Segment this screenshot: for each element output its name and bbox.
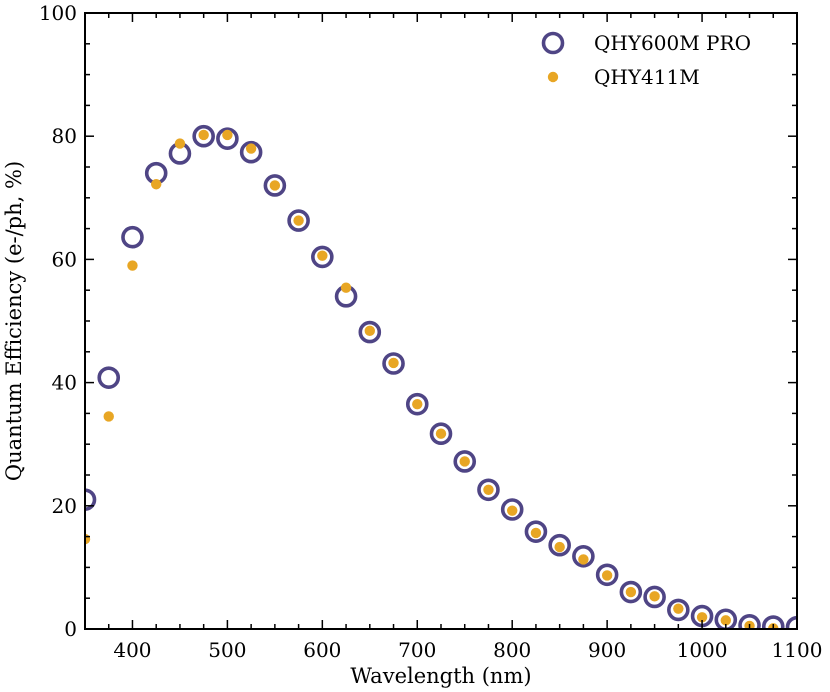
legend-marker-qhy411m [547, 71, 559, 83]
legend-label-qhy411m: QHY411M [594, 65, 700, 89]
qhy600m-pro-point [85, 488, 97, 511]
qhy411m-point [388, 357, 399, 369]
qhy600m-pro-point [500, 498, 524, 521]
qhy600m-pro-point [382, 352, 405, 375]
legend-entry-qhy600m-pro: QHY600M PRO [541, 31, 751, 55]
legend-entry-qhy411m: QHY411M [547, 65, 700, 89]
qhy411m-point [483, 484, 494, 495]
legend-label-qhy600m-pro: QHY600M PRO [594, 31, 751, 55]
qhy411m-point [317, 250, 328, 261]
qhy600m-pro-point [524, 520, 548, 543]
qhy600m-pro-point [548, 533, 571, 557]
y-tick-label: 20 [52, 494, 77, 518]
qhy600m-pro-point [192, 124, 215, 148]
y-tick-label: 0 [64, 617, 77, 641]
qhy411m-point [696, 612, 708, 623]
qhy600m-pro-point [667, 598, 690, 622]
series-qhy411m [85, 129, 779, 629]
ticks-layer [84, 12, 798, 630]
y-tick-label: 100 [39, 1, 77, 25]
qhy600m-pro-point [595, 563, 619, 587]
qhy411m-point [103, 411, 114, 422]
qhy600m-pro-point [263, 174, 287, 197]
qhy600m-pro-point [287, 209, 310, 232]
qhy600m-pro-point [785, 615, 797, 629]
qhy600m-pro-point [453, 450, 477, 473]
qhy600m-pro-point [477, 478, 500, 502]
y-tick-label: 60 [52, 247, 77, 271]
x-tick-label: 800 [493, 638, 531, 662]
qhy411m-point [269, 180, 281, 191]
y-tick-label: 80 [52, 124, 77, 148]
legend: QHY600M PRO QHY411M [541, 31, 751, 89]
qhy600m-pro-point [121, 225, 144, 249]
x-tick-label: 500 [208, 638, 246, 662]
y-tick-label: 40 [52, 371, 77, 395]
x-axis-label: Wavelength (nm) [350, 664, 531, 688]
qhy600m-pro-point [714, 608, 738, 629]
x-tick-label: 600 [303, 638, 341, 662]
qhy411m-point [459, 456, 470, 467]
qhy600m-pro-point [738, 614, 761, 629]
qhy600m-pro-point [572, 545, 595, 568]
qhy411m-point [435, 428, 447, 439]
series-qhy600m-pro [85, 124, 797, 629]
qhy411m-point [578, 554, 589, 565]
qhy600m-pro-point [216, 127, 239, 150]
qhy411m-point [174, 138, 186, 149]
qhy411m-point [198, 129, 209, 141]
qhy600m-pro-point [405, 392, 429, 416]
x-tick-label: 1100 [772, 638, 823, 662]
qhy600m-pro-point [619, 580, 643, 604]
qhy600m-pro-point [239, 140, 263, 164]
x-tick-labels: 400 500 600 700 800 900 1000 1100 [113, 638, 822, 662]
qhy600m-pro-point [643, 585, 666, 609]
qhy411m-point [364, 325, 375, 337]
y-axis-label: Quantum Efficiency (e-/ph, %) [2, 161, 26, 481]
qhy600m-pro-point [97, 366, 121, 389]
qhy411m-point [293, 215, 304, 226]
x-tick-label: 1000 [677, 638, 728, 662]
qhy411m-point [720, 615, 731, 626]
qhy411m-point [530, 527, 542, 539]
qhy600m-pro-point [358, 320, 382, 344]
qhy411m-point [554, 541, 565, 553]
qhy411m-point [507, 505, 518, 516]
qhy411m-point [340, 282, 352, 293]
qhy411m-point [601, 570, 613, 581]
qhy411m-point [222, 129, 233, 141]
qhy600m-pro-point [761, 615, 785, 629]
qhy411m-point [127, 260, 138, 271]
qhy411m-point [412, 398, 423, 410]
legend-marker-qhy600m-pro [541, 31, 565, 55]
plot-frame [84, 12, 798, 630]
qhy600m-pro-point [429, 422, 453, 446]
x-tick-label: 400 [113, 638, 151, 662]
qhy411m-point [625, 586, 637, 598]
qhy411m-point [649, 591, 660, 602]
y-tick-labels: 0 20 40 60 80 100 [39, 1, 77, 641]
qhy411m-point [245, 143, 257, 154]
qhy600m-pro-point [311, 245, 334, 269]
qhy411m-point [151, 179, 162, 190]
series-layer [85, 124, 797, 629]
x-tick-label: 700 [398, 638, 436, 662]
x-tick-label: 900 [588, 638, 626, 662]
qhy411m-point [673, 603, 684, 614]
